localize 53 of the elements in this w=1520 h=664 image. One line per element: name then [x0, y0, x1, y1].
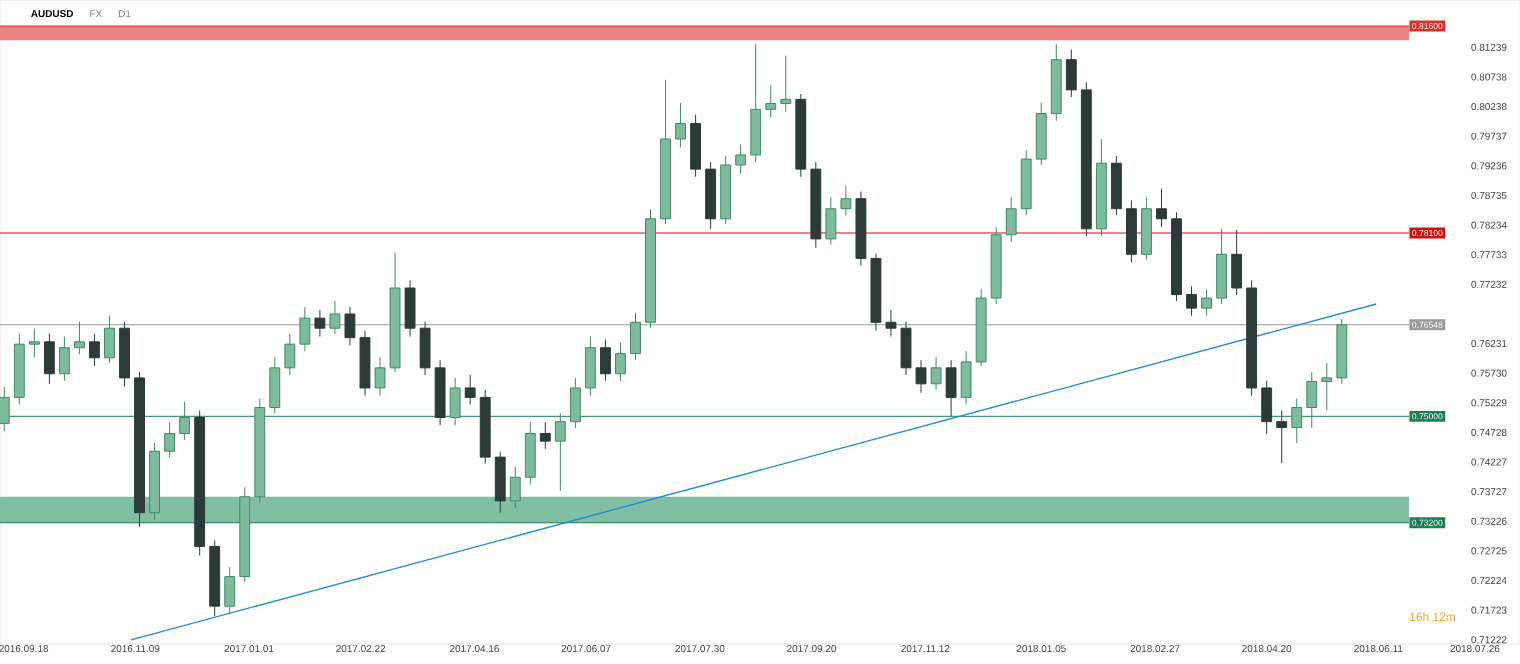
candlestick: [569, 377, 581, 429]
candlestick: [284, 333, 296, 376]
candlestick: [840, 185, 852, 216]
candlestick: [1110, 155, 1122, 216]
candlestick: [554, 412, 566, 492]
candlestick: [0, 386, 10, 432]
candlestick: [539, 421, 551, 450]
candlestick: [1291, 398, 1303, 444]
candlestick: [314, 309, 326, 337]
candlestick: [1231, 229, 1243, 296]
candlestick: [104, 315, 115, 364]
candlestick: [690, 114, 702, 178]
candlestick: [1005, 197, 1017, 243]
candlestick: [750, 43, 762, 163]
candlestick: [179, 401, 191, 441]
candlestick: [329, 300, 341, 335]
candlestick: [960, 350, 972, 405]
candlestick: [765, 84, 777, 119]
candlestick: [58, 335, 70, 382]
candlestick: [1306, 371, 1318, 429]
candlestick: [269, 356, 281, 414]
candlestick: [584, 335, 596, 397]
candlestick: [630, 312, 641, 361]
candlestick: [1216, 228, 1228, 305]
candlestick: [1321, 362, 1333, 411]
candlestick: [524, 421, 536, 485]
candlestick: [1156, 188, 1167, 228]
candlestick: [89, 333, 100, 367]
candlestick: [930, 356, 942, 391]
candlestick: [735, 143, 747, 175]
candlestick: [224, 566, 236, 615]
candlestick: [945, 359, 957, 417]
candlestick: [1141, 197, 1152, 261]
candlestick: [43, 333, 55, 385]
candlestick: [1035, 102, 1047, 166]
candlestick: [1065, 49, 1077, 98]
candlestick: [1125, 199, 1137, 264]
candlestick: [449, 377, 461, 426]
candlestick: [825, 197, 837, 246]
candlestick: [464, 374, 476, 405]
candlestick: [615, 341, 626, 382]
candlestick: [299, 306, 311, 352]
candlestick: [1261, 380, 1273, 435]
candlestick: [28, 328, 40, 358]
candlestick: [164, 421, 176, 459]
candlestick: [1201, 288, 1213, 317]
candlestick: [780, 55, 792, 113]
candlestick: [1276, 409, 1288, 464]
candlestick: [1186, 285, 1197, 317]
candlestick: [494, 451, 506, 514]
candlestick: [599, 338, 611, 382]
candlestick: [675, 102, 687, 148]
candlestick: [74, 321, 85, 355]
